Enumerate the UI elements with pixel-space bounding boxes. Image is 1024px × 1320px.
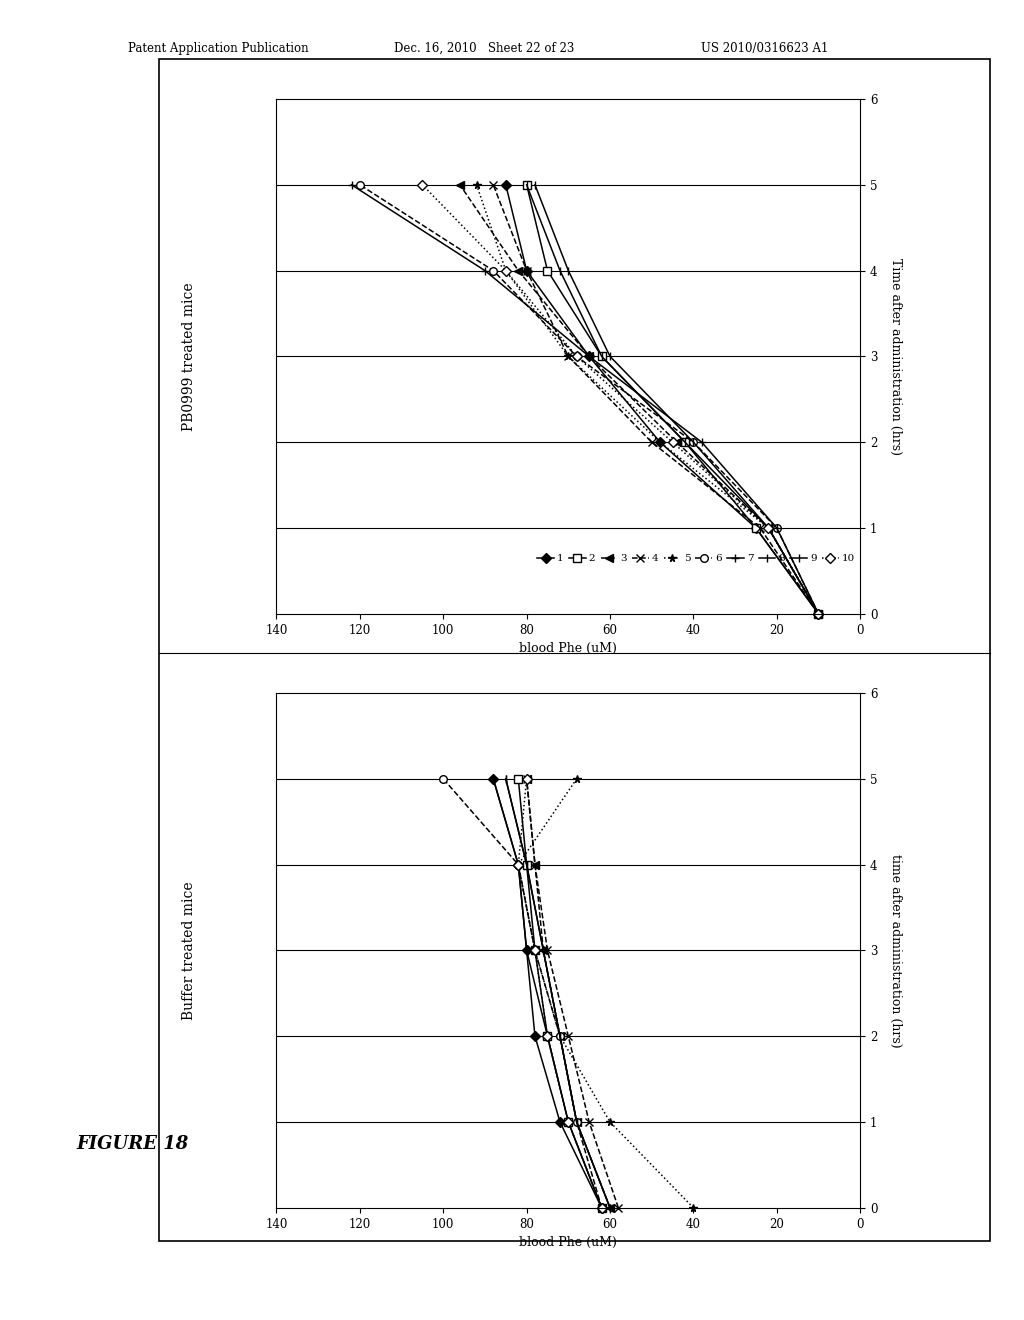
Text: Buffer treated mice: Buffer treated mice xyxy=(182,880,196,1020)
Text: FIGURE 18: FIGURE 18 xyxy=(77,1135,189,1154)
Legend: 1, 2, 3, 4, 5, 6, 7, 8, 9, 10: 1, 2, 3, 4, 5, 6, 7, 8, 9, 10 xyxy=(538,554,855,564)
Text: US 2010/0316623 A1: US 2010/0316623 A1 xyxy=(701,42,828,55)
Text: Patent Application Publication: Patent Application Publication xyxy=(128,42,308,55)
Y-axis label: time after administration (hrs): time after administration (hrs) xyxy=(890,854,902,1047)
Text: PB0999 treated mice: PB0999 treated mice xyxy=(182,282,196,430)
X-axis label: blood Phe (uM): blood Phe (uM) xyxy=(519,642,617,655)
Y-axis label: Time after administration (hrs): Time after administration (hrs) xyxy=(890,257,902,455)
X-axis label: blood Phe (uM): blood Phe (uM) xyxy=(519,1236,617,1249)
Text: Dec. 16, 2010   Sheet 22 of 23: Dec. 16, 2010 Sheet 22 of 23 xyxy=(394,42,574,55)
